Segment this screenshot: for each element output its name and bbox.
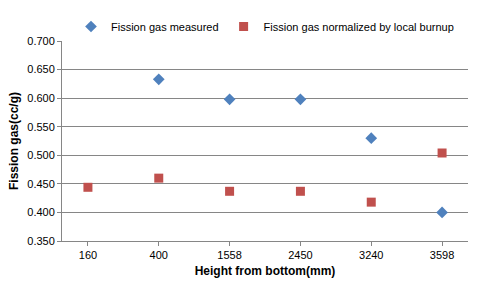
svg-text:0.550: 0.550 — [27, 121, 55, 133]
svg-text:0.500: 0.500 — [27, 149, 55, 161]
svg-text:Height from bottom(mm): Height from bottom(mm) — [195, 264, 336, 278]
svg-text:0.650: 0.650 — [27, 63, 55, 75]
svg-text:3240: 3240 — [359, 249, 383, 261]
svg-text:Fission gas normalized by loca: Fission gas normalized by local burnup — [264, 21, 454, 33]
svg-text:160: 160 — [79, 249, 97, 261]
svg-text:0.600: 0.600 — [27, 92, 55, 104]
svg-text:2450: 2450 — [288, 249, 312, 261]
svg-text:0.700: 0.700 — [27, 35, 55, 47]
svg-text:Fission gas(cc/g): Fission gas(cc/g) — [7, 92, 21, 190]
svg-text:0.350: 0.350 — [27, 235, 55, 247]
svg-text:3598: 3598 — [430, 249, 454, 261]
svg-text:Fission gas measured: Fission gas measured — [111, 21, 219, 33]
svg-text:0.450: 0.450 — [27, 178, 55, 190]
svg-text:1558: 1558 — [217, 249, 241, 261]
svg-text:400: 400 — [150, 249, 168, 261]
svg-text:0.400: 0.400 — [27, 206, 55, 218]
